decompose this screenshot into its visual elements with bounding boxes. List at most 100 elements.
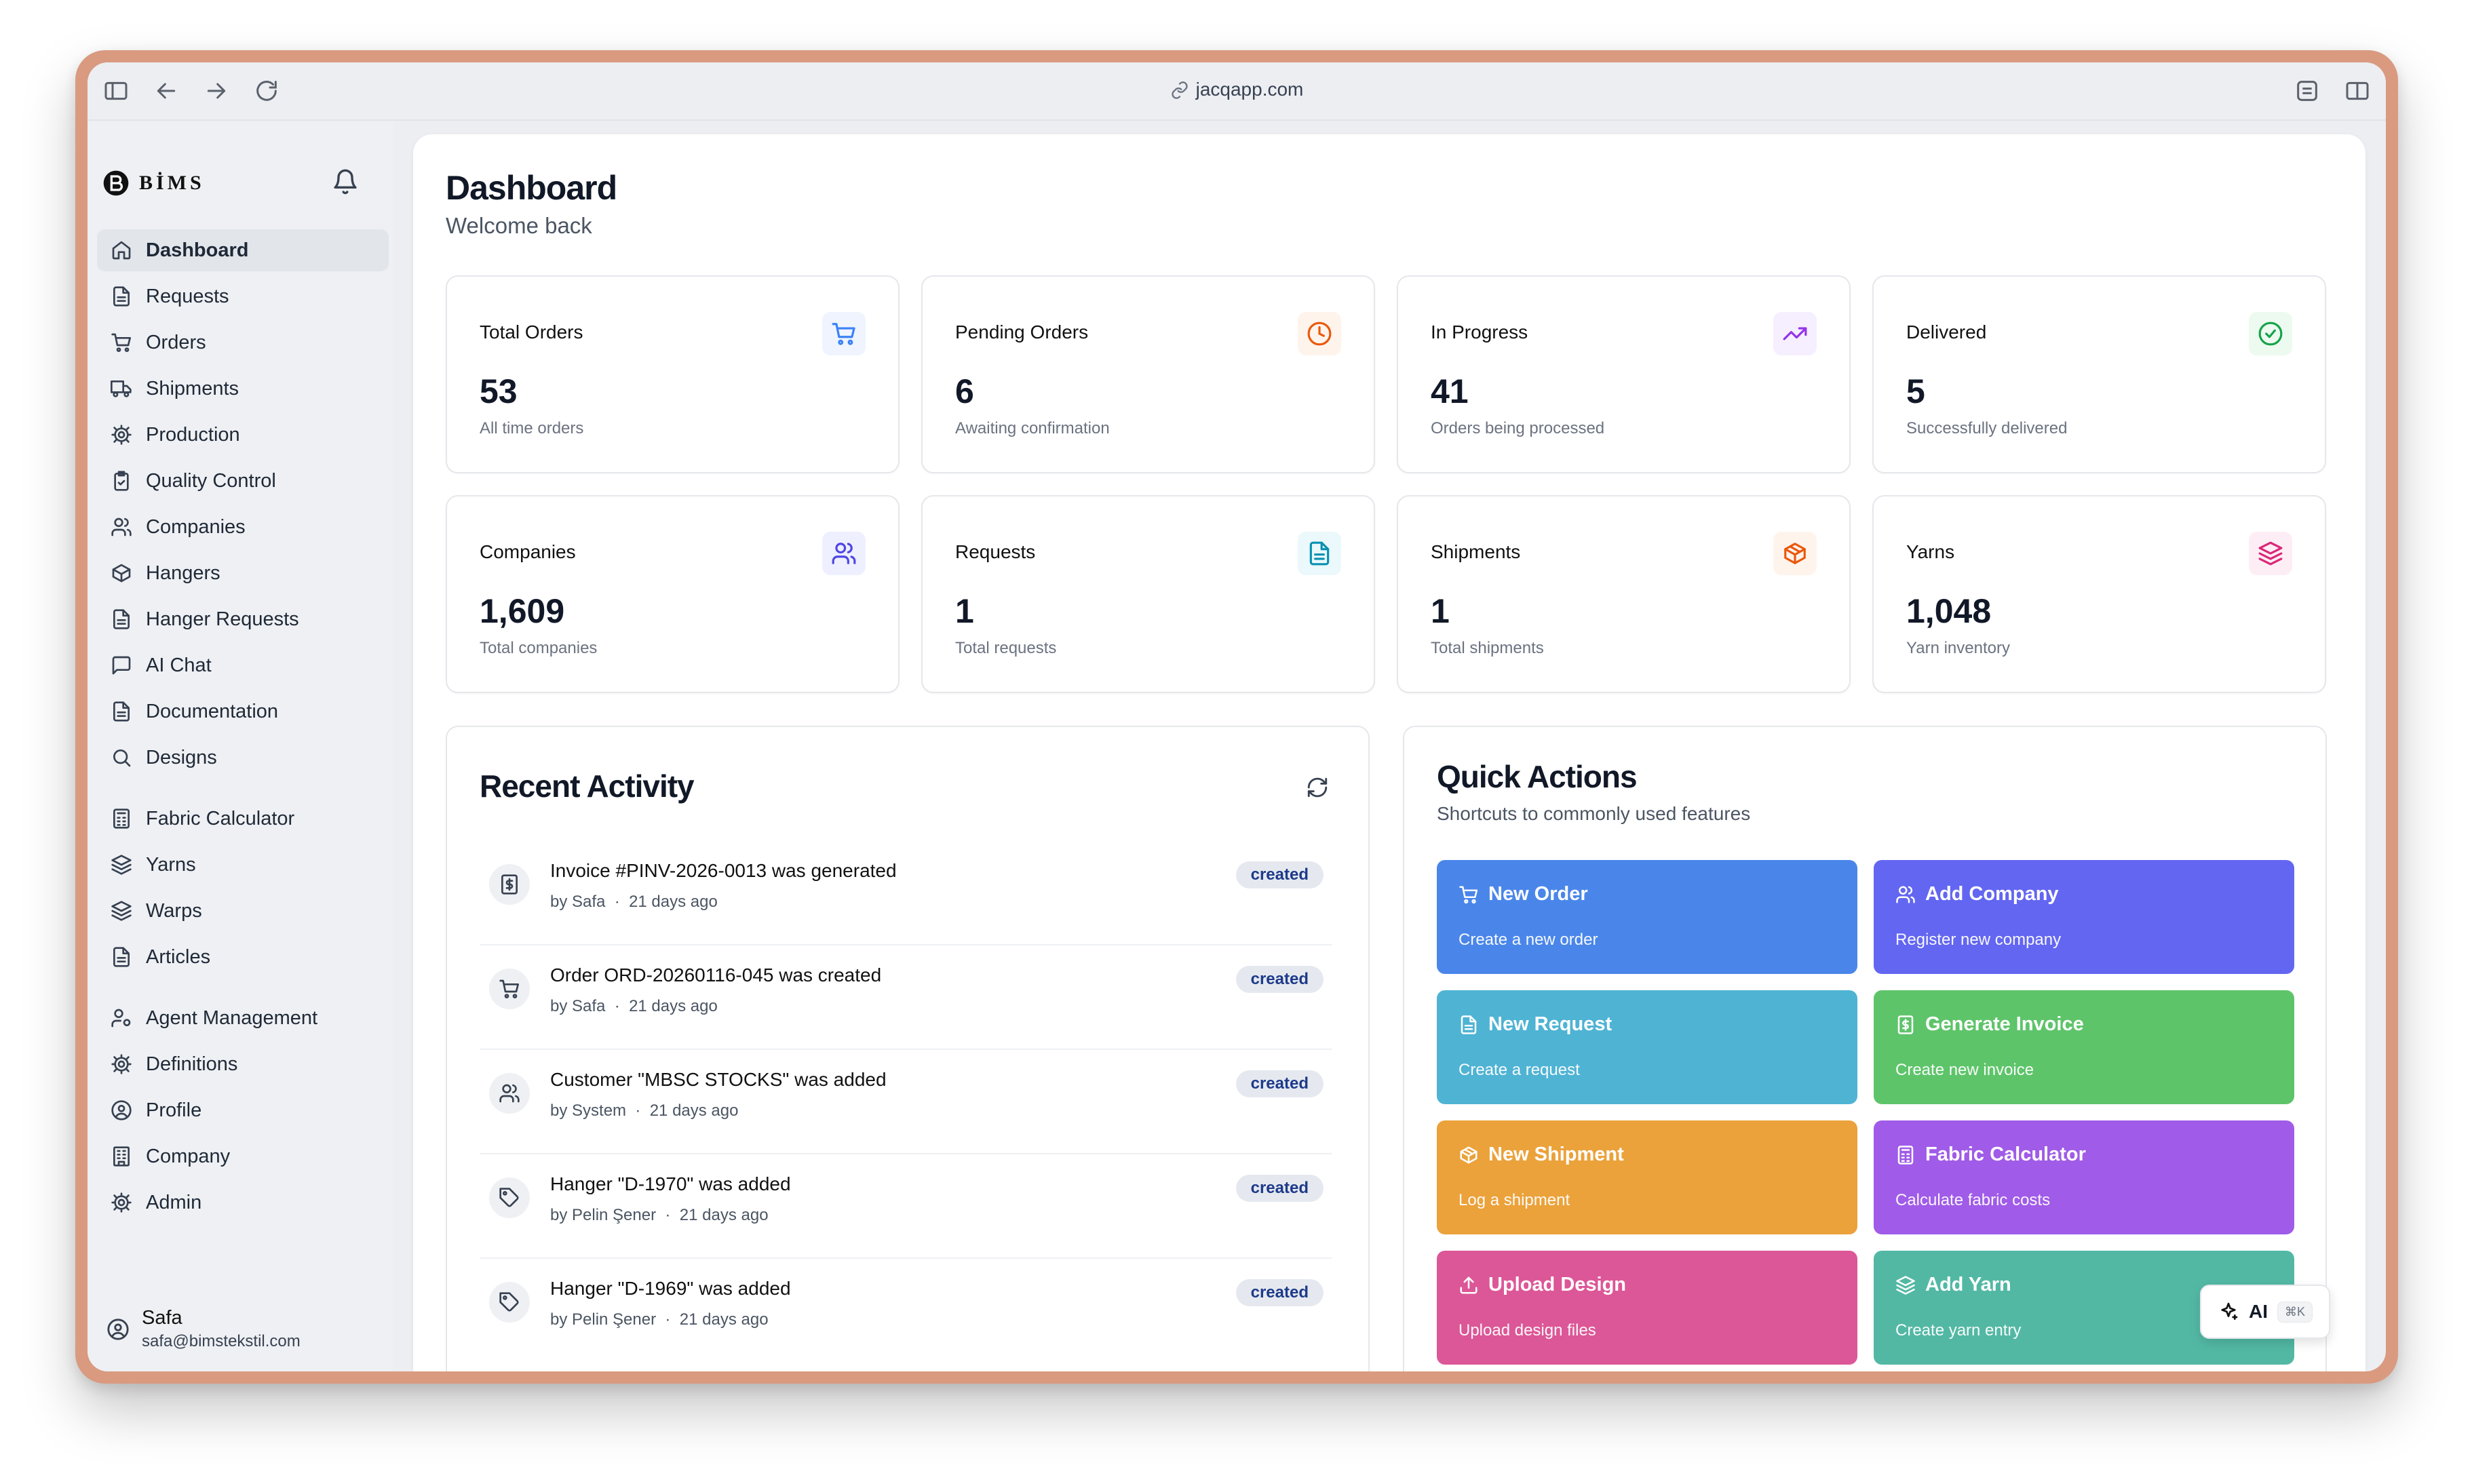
reload-icon[interactable] [253,77,280,104]
sidebar-item-designs[interactable]: Designs [97,737,389,779]
new-shipment-button[interactable]: New Shipment Log a shipment [1437,1120,1857,1234]
user-email: safa@bimstekstil.com [142,1332,301,1350]
sidebar-item-fabric-calculator[interactable]: Fabric Calculator [97,798,389,840]
sidebar-item-definitions[interactable]: Definitions [97,1043,389,1085]
stat-card-requests[interactable]: Requests 1 Total requests [921,495,1375,693]
forward-arrow-icon[interactable] [203,77,230,104]
generate-invoice-button[interactable]: Generate Invoice Create new invoice [1874,990,2294,1104]
sidebar-item-hanger-requests[interactable]: Hanger Requests [97,598,389,640]
new-order-button[interactable]: New Order Create a new order [1437,860,1857,974]
user-circle-icon [107,1318,130,1341]
sidebar-item-label: Requests [146,285,229,307]
stat-value: 53 [480,372,518,410]
sidebar-item-warps[interactable]: Warps [97,890,389,932]
main-content: Dashboard Welcome back Total Orders 53 A… [413,134,2365,1371]
upload-icon [1459,1275,1479,1295]
sidebar-item-dashboard[interactable]: Dashboard [97,229,389,271]
stat-title: Shipments [1431,541,1521,562]
stat-desc: Orders being processed [1431,419,1605,437]
user-circle-icon [111,1099,132,1121]
add-company-button[interactable]: Add Company Register new company [1874,860,2294,974]
status-badge: created [1235,1175,1324,1202]
sidebar-item-hangers[interactable]: Hangers [97,552,389,594]
split-view-icon[interactable] [2344,77,2371,104]
recent-activity-panel: Recent Activity Invoice #PINV-2026-0013 … [446,726,1370,1371]
activity-item[interactable]: Hanger "D-1969" was added by Pelin Şener… [480,1259,1332,1363]
page-subtitle: Welcome back [446,213,592,238]
users-icon [111,516,132,538]
stat-value: 1,048 [1906,592,1992,630]
invoice-icon [489,864,530,905]
back-arrow-icon[interactable] [153,77,180,104]
clipboard-check-icon [111,470,132,492]
cart-icon [822,312,866,355]
user-name: Safa [142,1307,182,1329]
sidebar-item-ai-chat[interactable]: AI Chat [97,644,389,686]
sidebar-toggle-icon[interactable] [102,77,130,104]
building-icon [111,1146,132,1167]
sidebar: BİMS Dashboard Requests Orders Shipments… [88,121,393,1371]
sidebar-item-quality-control[interactable]: Quality Control [97,460,389,502]
check-circle-icon [2249,312,2292,355]
sidebar-item-label: Quality Control [146,469,276,492]
activity-text: Order ORD-20260116-045 was created [550,964,882,985]
activity-item[interactable]: Invoice #PINV-2026-0013 was generated by… [480,841,1332,945]
cart-icon [111,332,132,353]
sidebar-item-company[interactable]: Company [97,1135,389,1177]
sidebar-item-label: Warps [146,899,202,922]
sidebar-item-label: Company [146,1145,231,1167]
sidebar-item-admin[interactable]: Admin [97,1182,389,1224]
stat-desc: Total shipments [1431,639,1544,657]
activity-item[interactable]: Customer "MBSC STOCKS" was added by Syst… [480,1050,1332,1154]
stat-card-total-orders[interactable]: Total Orders 53 All time orders [446,275,900,473]
quick-action-desc: Create new invoice [1895,1061,2034,1079]
user-menu[interactable]: Safa safa@bimstekstil.com [107,1307,301,1351]
activity-meta: by Pelin Şener · 21 days ago [550,1206,769,1224]
activity-item[interactable]: Order ORD-20260116-045 was created by Sa… [480,945,1332,1050]
sidebar-item-orders[interactable]: Orders [97,321,389,364]
stat-card-companies[interactable]: Companies 1,609 Total companies [446,495,900,693]
gear-icon [111,1192,132,1213]
quick-action-desc: Register new company [1895,931,2062,949]
cart-icon [489,969,530,1009]
sidebar-item-label: Documentation [146,700,279,722]
cart-icon [1459,884,1479,905]
brand-logo[interactable]: BİMS [102,168,205,198]
upload-design-button[interactable]: Upload Design Upload design files [1437,1251,1857,1365]
activity-item[interactable]: Hanger "D-1970" was added by Pelin Şener… [480,1154,1332,1259]
bell-icon[interactable] [332,168,359,195]
ai-assistant-button[interactable]: AI ⌘K [2200,1285,2330,1339]
reader-icon[interactable] [2294,77,2321,104]
sidebar-item-profile[interactable]: Profile [97,1089,389,1131]
home-icon [111,239,132,261]
stat-card-yarns[interactable]: Yarns 1,048 Yarn inventory [1872,495,2326,693]
stat-card-shipments[interactable]: Shipments 1 Total shipments [1397,495,1851,693]
sidebar-item-production[interactable]: Production [97,414,389,456]
browser-frame: jacqapp.com BİMS Dashboard Requests Orde… [75,50,2398,1384]
sidebar-item-agent-management[interactable]: Agent Management [97,997,389,1039]
activity-text: Customer "MBSC STOCKS" was added [550,1069,887,1090]
sidebar-item-companies[interactable]: Companies [97,506,389,548]
new-request-button[interactable]: New Request Create a request [1437,990,1857,1104]
quick-action-desc: Log a shipment [1459,1191,1570,1209]
activity-author: by Pelin Şener [550,1206,657,1224]
quick-action-title: Add Company [1925,883,2059,905]
sidebar-item-shipments[interactable]: Shipments [97,368,389,410]
stat-title: Total Orders [480,321,583,343]
sidebar-item-yarns[interactable]: Yarns [97,844,389,886]
stat-card-delivered[interactable]: Delivered 5 Successfully delivered [1872,275,2326,473]
sidebar-item-requests[interactable]: Requests [97,275,389,317]
refresh-icon[interactable] [1306,776,1329,799]
fabric-calculator-button[interactable]: Fabric Calculator Calculate fabric costs [1874,1120,2294,1234]
page-title: Dashboard [446,169,617,207]
sidebar-item-articles[interactable]: Articles [97,936,389,978]
address-bar[interactable]: jacqapp.com [88,79,2386,100]
stat-card-pending-orders[interactable]: Pending Orders 6 Awaiting confirmation [921,275,1375,473]
document-icon [1298,532,1341,575]
status-badge: created [1235,861,1324,889]
sidebar-item-label: Yarns [146,853,196,876]
invoice-icon [1895,1015,1916,1035]
stat-card-in-progress[interactable]: In Progress 41 Orders being processed [1397,275,1851,473]
sidebar-item-documentation[interactable]: Documentation [97,690,389,733]
stat-desc: Awaiting confirmation [955,419,1110,437]
